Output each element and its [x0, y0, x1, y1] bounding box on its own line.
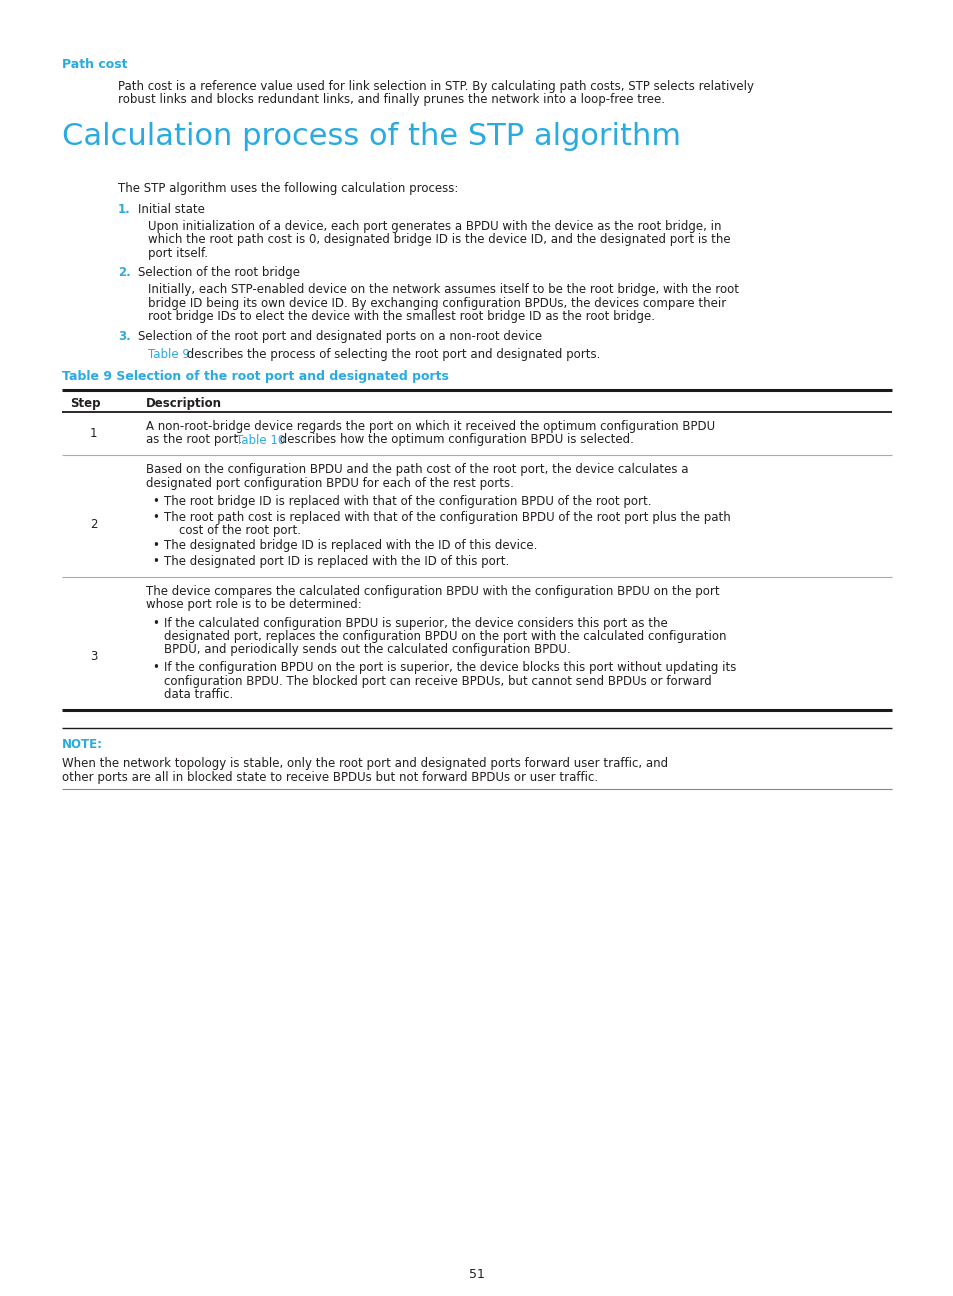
Text: describes how the optimum configuration BPDU is selected.: describes how the optimum configuration … [275, 433, 633, 447]
Text: The root bridge ID is replaced with that of the configuration BPDU of the root p: The root bridge ID is replaced with that… [164, 495, 651, 508]
Text: The root path cost is replaced with that of the configuration BPDU of the root p: The root path cost is replaced with that… [164, 511, 730, 524]
Text: Selection of the root port and designated ports on a non-root device: Selection of the root port and designate… [138, 330, 541, 343]
Text: If the configuration BPDU on the port is superior, the device blocks this port w: If the configuration BPDU on the port is… [164, 661, 736, 674]
Text: 2.: 2. [118, 266, 131, 279]
Text: Table 9 Selection of the root port and designated ports: Table 9 Selection of the root port and d… [62, 369, 449, 384]
Text: Table 9: Table 9 [148, 349, 190, 362]
Text: as the root port.: as the root port. [146, 433, 246, 447]
Text: data traffic.: data traffic. [164, 688, 233, 701]
Text: Table 10: Table 10 [235, 433, 285, 447]
Text: The device compares the calculated configuration BPDU with the configuration BPD: The device compares the calculated confi… [146, 584, 719, 597]
Text: Upon initialization of a device, each port generates a BPDU with the device as t: Upon initialization of a device, each po… [148, 220, 720, 233]
Text: which the root path cost is 0, designated bridge ID is the device ID, and the de: which the root path cost is 0, designate… [148, 233, 730, 246]
Text: Path cost: Path cost [62, 58, 128, 71]
Text: Description: Description [146, 397, 222, 410]
Text: When the network topology is stable, only the root port and designated ports for: When the network topology is stable, onl… [62, 757, 667, 771]
Text: Step: Step [70, 397, 100, 410]
Text: robust links and blocks redundant links, and finally prunes the network into a l: robust links and blocks redundant links,… [118, 93, 664, 106]
Text: Initial state: Initial state [138, 203, 205, 216]
Text: root bridge IDs to elect the device with the smallest root bridge ID as the root: root bridge IDs to elect the device with… [148, 310, 655, 323]
Text: The STP algorithm uses the following calculation process:: The STP algorithm uses the following cal… [118, 181, 457, 194]
Text: 1: 1 [90, 426, 97, 441]
Text: A non-root-bridge device regards the port on which it received the optimum confi: A non-root-bridge device regards the por… [146, 420, 715, 433]
Text: •: • [152, 661, 159, 674]
Text: •: • [152, 555, 159, 568]
Text: Based on the configuration BPDU and the path cost of the root port, the device c: Based on the configuration BPDU and the … [146, 463, 688, 476]
Text: cost of the root port.: cost of the root port. [164, 524, 301, 537]
Text: designated port, replaces the configuration BPDU on the port with the calculated: designated port, replaces the configurat… [164, 630, 726, 643]
Text: Path cost is a reference value used for link selection in STP. By calculating pa: Path cost is a reference value used for … [118, 80, 753, 93]
Text: •: • [152, 511, 159, 524]
Text: BPDU, and periodically sends out the calculated configuration BPDU.: BPDU, and periodically sends out the cal… [164, 644, 570, 657]
Text: Selection of the root bridge: Selection of the root bridge [138, 266, 299, 279]
Text: designated port configuration BPDU for each of the rest ports.: designated port configuration BPDU for e… [146, 477, 514, 490]
Text: •: • [152, 539, 159, 552]
Text: 3: 3 [90, 649, 97, 662]
Text: 51: 51 [469, 1267, 484, 1280]
Text: •: • [152, 617, 159, 630]
Text: NOTE:: NOTE: [62, 737, 103, 750]
Text: whose port role is to be determined:: whose port role is to be determined: [146, 597, 361, 610]
Text: •: • [152, 495, 159, 508]
Text: describes the process of selecting the root port and designated ports.: describes the process of selecting the r… [183, 349, 600, 362]
Text: If the calculated configuration BPDU is superior, the device considers this port: If the calculated configuration BPDU is … [164, 617, 667, 630]
Text: The designated bridge ID is replaced with the ID of this device.: The designated bridge ID is replaced wit… [164, 539, 537, 552]
Text: bridge ID being its own device ID. By exchanging configuration BPDUs, the device: bridge ID being its own device ID. By ex… [148, 297, 725, 310]
Text: Calculation process of the STP algorithm: Calculation process of the STP algorithm [62, 122, 680, 152]
Text: other ports are all in blocked state to receive BPDUs but not forward BPDUs or u: other ports are all in blocked state to … [62, 771, 598, 784]
Text: 2: 2 [90, 518, 97, 531]
Text: port itself.: port itself. [148, 248, 208, 260]
Text: 3.: 3. [118, 330, 131, 343]
Text: 1.: 1. [118, 203, 131, 216]
Text: The designated port ID is replaced with the ID of this port.: The designated port ID is replaced with … [164, 555, 509, 568]
Text: configuration BPDU. The blocked port can receive BPDUs, but cannot send BPDUs or: configuration BPDU. The blocked port can… [164, 674, 711, 687]
Text: Initially, each STP-enabled device on the network assumes itself to be the root : Initially, each STP-enabled device on th… [148, 283, 739, 295]
